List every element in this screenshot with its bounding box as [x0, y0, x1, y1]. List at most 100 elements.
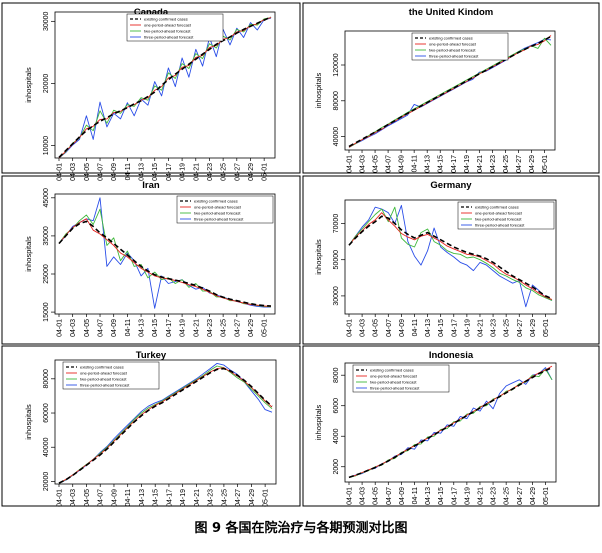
- y-tick-label: 30000: [333, 286, 340, 306]
- plot-box: [344, 362, 557, 483]
- panel-frame: [302, 175, 600, 345]
- x-tick-label: 04-03: [360, 487, 367, 505]
- legend-label-one-period: one-period-ahead forecast: [370, 373, 418, 378]
- x-tick-label: 04-21: [193, 319, 200, 337]
- x-tick-label: 04-13: [425, 487, 432, 505]
- x-tick-label: 04-03: [360, 319, 367, 337]
- x-tick-label: 05-01: [543, 319, 550, 337]
- series-line-one-period: [58, 218, 272, 307]
- series-line-existing: [58, 220, 272, 307]
- x-tick-label: 04-15: [438, 487, 445, 505]
- x-tick-label: 04-25: [504, 319, 511, 337]
- legend: existing confirmed casesone-period-ahead…: [352, 364, 450, 393]
- x-tick-label: 04-25: [503, 155, 510, 173]
- x-tick-label: 04-15: [152, 319, 159, 337]
- x-tick-label: 04-23: [207, 163, 214, 181]
- legend-label-one-period: one-period-ahead forecast: [194, 204, 242, 209]
- x-tick-label: 04-05: [373, 155, 380, 173]
- plot-box: [344, 30, 556, 151]
- chart-title: Germany: [430, 180, 472, 191]
- chart-panel-6: Indonesia 2000 4000 6000 8000 inhospitals 04-0…: [302, 345, 600, 507]
- x-tick-label: 04-17: [166, 489, 173, 507]
- x-tick-label: 04-09: [399, 487, 406, 505]
- y-axis-label: inhospitals: [24, 404, 33, 440]
- x-tick-label: 04-09: [399, 155, 406, 173]
- y-tick-label: 20000: [43, 74, 50, 94]
- chart-title: Indonesia: [429, 350, 474, 361]
- x-tick-label: 04-21: [477, 487, 484, 505]
- legend-label-one-period: one-period-ahead forecast: [80, 370, 128, 375]
- y-tick-label: 25000: [43, 264, 50, 284]
- x-tick-label: 04-21: [477, 319, 484, 337]
- legend-label-one-period: one-period-ahead forecast: [144, 22, 192, 27]
- chart-title: Iran: [142, 180, 160, 191]
- plot-box: [54, 359, 277, 485]
- x-tick-label: 04-21: [193, 163, 200, 181]
- legend-label-existing: existing confirmed cases: [80, 364, 124, 369]
- x-tick-label: 04-27: [516, 155, 523, 173]
- x-tick-label: 04-09: [111, 489, 118, 507]
- legend-label-two-period: two-period-ahead forecast: [194, 210, 241, 215]
- y-tick-label: 80000: [43, 369, 50, 389]
- legend-label-three-period: three-period-ahead forecast: [370, 385, 420, 390]
- x-tick-label: 04-17: [166, 163, 173, 181]
- x-tick-label: 04-09: [399, 319, 406, 337]
- x-tick-label: 04-07: [386, 319, 393, 337]
- x-tick-label: 04-19: [180, 489, 187, 507]
- x-tick-label: 04-17: [451, 487, 458, 505]
- y-tick-label: 50000: [333, 250, 340, 270]
- x-tick-label: 04-09: [111, 319, 118, 337]
- legend-box: [352, 364, 450, 393]
- x-tick-label: 05-01: [542, 155, 549, 173]
- x-tick-label: 05-01: [263, 489, 270, 507]
- legend-label-existing: existing confirmed cases: [475, 204, 519, 209]
- x-tick-label: 04-29: [248, 163, 255, 181]
- x-tick-label: 04-27: [234, 319, 241, 337]
- legend-label-existing: existing confirmed cases: [194, 198, 238, 203]
- x-tick-label: 04-23: [208, 489, 215, 507]
- y-tick-label: 10000: [43, 136, 50, 156]
- y-tick-label: 30000: [43, 11, 50, 31]
- y-tick-label: 120000: [333, 53, 340, 76]
- x-tick-label: 04-21: [194, 489, 201, 507]
- x-tick-label: 05-01: [543, 487, 550, 505]
- x-tick-label: 04-29: [529, 155, 536, 173]
- series-line-existing: [348, 215, 553, 300]
- x-tick-label: 04-29: [530, 487, 537, 505]
- legend-label-two-period: two-period-ahead forecast: [429, 47, 476, 52]
- x-tick-label: 04-23: [490, 155, 497, 173]
- chart-panel-3: Iran 15000 25000 35000 45000 inhospitals 04-01…: [1, 175, 301, 345]
- plot-box: [344, 199, 557, 315]
- x-tick-label: 04-05: [84, 489, 91, 507]
- x-tick-label: 04-19: [464, 155, 471, 173]
- x-tick-label: 04-07: [386, 155, 393, 173]
- chart-title: Canada: [134, 7, 169, 18]
- legend-label-two-period: two-period-ahead forecast: [144, 28, 191, 33]
- series-line-three-period: [348, 204, 553, 308]
- x-tick-label: 04-27: [517, 487, 524, 505]
- figure: Canada 10000 20000 30000 inhospitals 04-01 04-…: [1, 2, 600, 507]
- x-tick-label: 04-01: [57, 319, 64, 337]
- legend-label-two-period: two-period-ahead forecast: [80, 376, 127, 381]
- x-tick-label: 04-17: [166, 319, 173, 337]
- y-axis-label: inhospitals: [24, 236, 33, 272]
- legend-label-two-period: two-period-ahead forecast: [475, 216, 522, 221]
- x-tick-label: 04-17: [451, 155, 458, 173]
- x-tick-label: 04-05: [373, 319, 380, 337]
- chart-title: the United Kindom: [409, 7, 493, 18]
- x-tick-label: 04-29: [249, 489, 256, 507]
- legend-label-one-period: one-period-ahead forecast: [429, 41, 477, 46]
- y-axis-label: inhospitals: [314, 73, 323, 109]
- x-tick-label: 04-15: [438, 155, 445, 173]
- legend-label-existing: existing confirmed cases: [144, 16, 188, 21]
- chart-panel-1: Canada 10000 20000 30000 inhospitals 04-01 04-…: [1, 2, 301, 181]
- x-tick-label: 04-11: [412, 487, 419, 504]
- legend-label-existing: existing confirmed cases: [370, 367, 414, 372]
- x-tick-label: 04-15: [152, 163, 159, 181]
- x-tick-label: 04-19: [464, 319, 471, 337]
- x-tick-label: 05-01: [262, 319, 269, 337]
- plot-box: [54, 11, 276, 159]
- legend: existing confirmed casesone-period-ahead…: [126, 13, 224, 42]
- series-line-existing: [348, 35, 552, 148]
- x-tick-label: 04-13: [139, 163, 146, 181]
